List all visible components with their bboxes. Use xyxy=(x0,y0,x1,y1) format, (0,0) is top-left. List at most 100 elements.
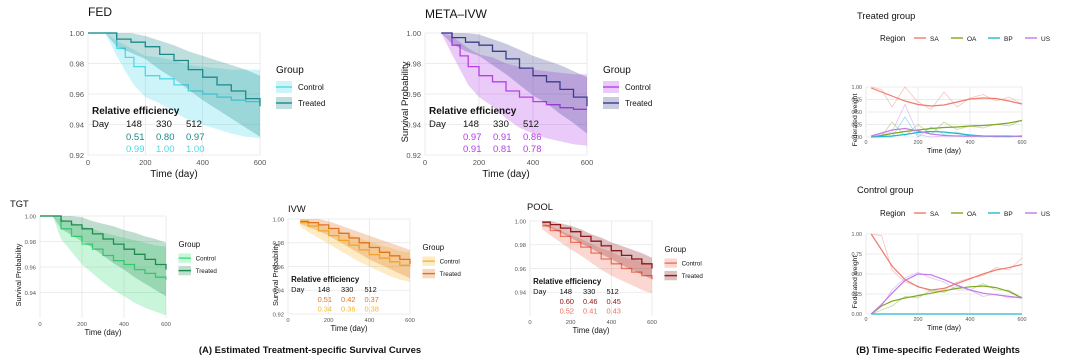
y-tick-label: 1.00 xyxy=(69,29,84,38)
x-tick-label: 200 xyxy=(914,317,923,323)
caption-left: (A) Estimated Treatment-specific Surviva… xyxy=(199,345,421,356)
x-tick-label: 0 xyxy=(286,318,290,324)
chart-title: META–IVW xyxy=(425,7,487,21)
series-line-treated xyxy=(542,221,653,269)
ci-band-control xyxy=(88,33,260,139)
chart-w-control: 0.00 0.25 0.50 0.75 1.00 0 200 400 600 Control gr… xyxy=(852,185,1051,332)
legend-label: US xyxy=(1041,211,1051,218)
efficiency-value: 0.86 xyxy=(523,132,542,143)
chart-title: Control group xyxy=(857,185,914,195)
legend-label: BP xyxy=(1004,211,1013,218)
efficiency-value: 0.36 xyxy=(341,305,355,314)
efficiency-day: 330 xyxy=(583,287,595,296)
legend-label: Treated xyxy=(196,268,218,275)
series-line-treated xyxy=(40,215,167,270)
x-tick-label: 400 xyxy=(527,158,540,167)
legend-label: Treated xyxy=(625,99,652,108)
chart-title: POOL xyxy=(527,202,553,212)
chart-pool: 0.94 0.96 0.98 1.00 0 200 400 600 POOL Time (day)… xyxy=(515,202,704,335)
efficiency-day: 148 xyxy=(318,285,330,294)
raw-weight-sa xyxy=(871,86,1023,111)
legend-label: Treated xyxy=(440,271,462,278)
efficiency-day-label: Day xyxy=(92,119,109,130)
efficiency-value: 0.42 xyxy=(341,295,355,304)
efficiency-value: 1.00 xyxy=(186,144,205,155)
ci-band-control xyxy=(441,33,587,146)
efficiency-value: 0.51 xyxy=(126,132,145,143)
legend-label: SA xyxy=(930,211,939,218)
y-tick-label: 0.94 xyxy=(69,121,84,130)
x-tick-label: 600 xyxy=(581,158,594,167)
y-tick-label: 0.98 xyxy=(515,243,526,249)
efficiency-value: 0.91 xyxy=(463,144,482,155)
efficiency-value: 0.34 xyxy=(318,305,332,314)
y-axis-label: Survival Probability xyxy=(271,243,280,306)
series-line-oa xyxy=(870,285,1023,315)
efficiency-title: Relative efficiency xyxy=(533,277,602,286)
efficiency-value: 0.45 xyxy=(606,297,620,306)
efficiency-value: 0.51 xyxy=(318,295,332,304)
chart-meta: 0.92 0.94 0.96 0.98 1.00 0 200 400 600 META–IVW Ti… xyxy=(400,7,652,180)
efficiency-day-label: Day xyxy=(291,285,304,294)
series-line-sa xyxy=(870,87,1023,107)
x-tick-label: 200 xyxy=(566,320,577,326)
x-tick-label: 600 xyxy=(405,318,416,324)
y-tick-label: 0.00 xyxy=(852,135,863,141)
ci-band-treated xyxy=(40,216,166,297)
y-tick-label: 1.00 xyxy=(515,219,527,225)
caption-right: (B) Time-specific Federated Weights xyxy=(856,345,1020,356)
ci-band-control xyxy=(300,219,410,282)
legend-title: Group xyxy=(603,65,631,76)
efficiency-value: 0.41 xyxy=(583,307,597,316)
legend-label: Treated xyxy=(682,273,704,280)
ci-band-treated xyxy=(300,219,410,279)
chart-title: Treated group xyxy=(857,11,915,21)
efficiency-day: 512 xyxy=(186,119,202,130)
y-tick-label: 0.96 xyxy=(69,90,84,99)
x-tick-label: 0 xyxy=(86,158,90,167)
series-line-control xyxy=(300,221,411,267)
y-tick-label: 0.98 xyxy=(406,60,421,69)
efficiency-value: 0.43 xyxy=(606,307,620,316)
chart-ivw: 0.92 0.94 0.96 0.98 1.00 0 200 400 600 IVW Time (d… xyxy=(271,204,461,333)
y-tick-label: 0.98 xyxy=(25,240,36,246)
legend-label: Control xyxy=(440,258,460,265)
x-axis-label: Time (day) xyxy=(927,146,961,155)
series-line-control xyxy=(441,32,587,110)
efficiency-value: 0.99 xyxy=(126,144,145,155)
y-axis-label: Federated weight xyxy=(852,94,859,147)
y-axis-label: Survival Probability xyxy=(400,61,411,142)
y-tick-label: 0.92 xyxy=(69,151,84,160)
series-line-treated xyxy=(441,32,588,107)
x-tick-label: 600 xyxy=(161,322,172,328)
x-tick-label: 600 xyxy=(647,320,658,326)
efficiency-day: 330 xyxy=(493,119,509,130)
raw-weight-us xyxy=(870,271,1023,315)
legend-label: BP xyxy=(1004,36,1013,43)
x-axis-label: Time (day) xyxy=(927,323,961,332)
efficiency-value: 0.97 xyxy=(186,132,205,143)
x-tick-label: 600 xyxy=(1018,317,1027,323)
ci-band-control xyxy=(542,222,652,294)
x-tick-label: 200 xyxy=(324,318,335,324)
x-tick-label: 600 xyxy=(254,158,267,167)
x-axis-label: Time (day) xyxy=(150,169,197,180)
y-tick-label: 0.94 xyxy=(273,289,285,295)
y-tick-label: 0.92 xyxy=(406,151,421,160)
chart-title: IVW xyxy=(288,204,306,214)
legend-label: US xyxy=(1041,36,1051,43)
x-tick-label: 0 xyxy=(865,140,868,146)
x-tick-label: 0 xyxy=(38,322,42,328)
series-line-control xyxy=(542,225,653,280)
x-axis-label: Time (day) xyxy=(331,324,368,333)
efficiency-value: 1.00 xyxy=(156,144,175,155)
series-line-sa xyxy=(870,233,1023,291)
x-tick-label: 200 xyxy=(473,158,486,167)
series-line-oa xyxy=(871,119,1023,138)
y-tick-label: 0.94 xyxy=(406,121,421,130)
y-tick-label: 0.98 xyxy=(69,60,84,69)
x-tick-label: 0 xyxy=(423,158,427,167)
y-tick-label: 0.94 xyxy=(25,291,37,297)
y-tick-label: 0.98 xyxy=(273,241,284,247)
efficiency-title: Relative efficiency xyxy=(429,106,517,117)
